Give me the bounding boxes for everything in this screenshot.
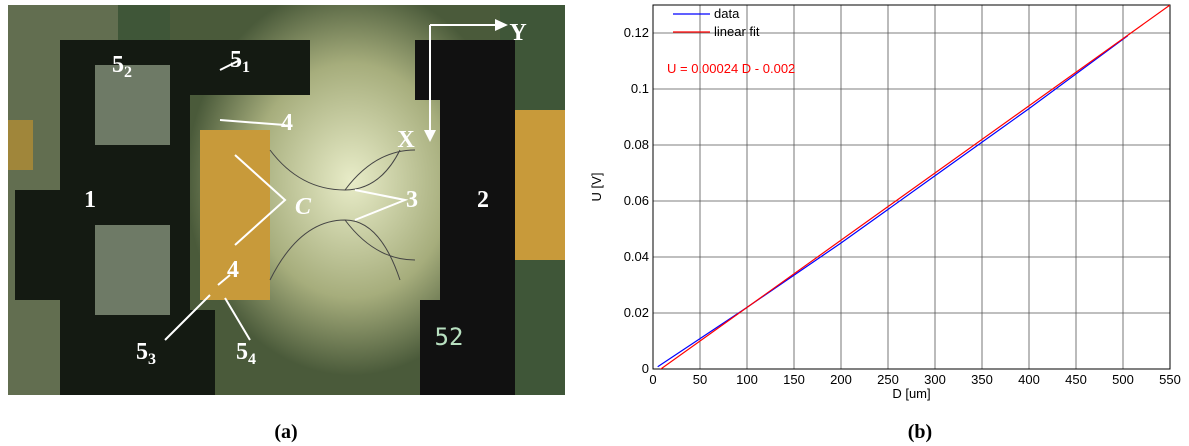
label-main: 4: [281, 110, 293, 136]
y-tick-label: 0.12: [624, 25, 649, 40]
photo-label: C: [295, 194, 312, 220]
label-main: 2: [477, 187, 489, 213]
x-tick-label: 350: [971, 372, 993, 387]
label-main: 5: [236, 339, 248, 365]
photo-label: 4: [227, 257, 239, 283]
label-sub: 1: [242, 59, 250, 76]
plot-area: [653, 5, 1170, 369]
label-main: 1: [84, 187, 96, 213]
x-tick-label: 450: [1065, 372, 1087, 387]
caption: (b): [908, 421, 932, 443]
photo-label: 4: [281, 110, 293, 136]
x-tick-label: 550: [1159, 372, 1181, 387]
plot: 0 0.02 0.04 0.06 0.08 0.1 0.12 0 50 100 150 200 250 3…: [589, 5, 1181, 401]
label-main: 5: [112, 52, 124, 78]
label-main: C: [295, 194, 312, 220]
figure: 52 (a) (b) 00.020.040.060.080.10.1205010…: [0, 0, 1189, 446]
x-axis-label: D [um]: [892, 386, 930, 401]
x-tick-label: 150: [783, 372, 805, 387]
x-tick-label: 300: [924, 372, 946, 387]
y-tick-label: 0.04: [624, 249, 649, 264]
y-tick-label: 0: [642, 361, 649, 376]
photo-label: 3: [406, 187, 418, 213]
label-main: 5: [230, 47, 242, 73]
label-main: X: [397, 127, 415, 153]
y-tick-label: 0.02: [624, 305, 649, 320]
label-main: 3: [406, 187, 418, 213]
photo-label: Y: [509, 20, 526, 46]
y-axis-label: U [V]: [589, 173, 604, 202]
photo-label: 1: [84, 187, 96, 213]
caption: (a): [274, 421, 297, 443]
y-tick-label: 0.1: [631, 81, 649, 96]
photo-label: X: [397, 127, 415, 153]
x-tick-label: 100: [736, 372, 758, 387]
x-tick-label: 250: [877, 372, 899, 387]
x-tick-label: 400: [1018, 372, 1040, 387]
x-tick-label: 50: [693, 372, 707, 387]
x-tick-label: 0: [649, 372, 656, 387]
photo-label: 2: [477, 187, 489, 213]
label-sub: 4: [248, 351, 256, 368]
x-tick-label: 200: [830, 372, 852, 387]
legend-label: data: [714, 6, 740, 21]
label-main: 4: [227, 257, 239, 283]
label-main: 5: [136, 339, 148, 365]
label-sub: 2: [124, 64, 132, 81]
x-tick-label: 500: [1112, 372, 1134, 387]
label-main: Y: [509, 20, 526, 46]
annotation: U = 0.00024 D - 0.002: [667, 61, 795, 76]
y-tick-label: 0.06: [624, 193, 649, 208]
label-sub: 3: [148, 351, 156, 368]
legend-label: linear fit: [714, 24, 760, 39]
y-tick-label: 0.08: [624, 137, 649, 152]
chip-marking: 52: [435, 323, 464, 351]
